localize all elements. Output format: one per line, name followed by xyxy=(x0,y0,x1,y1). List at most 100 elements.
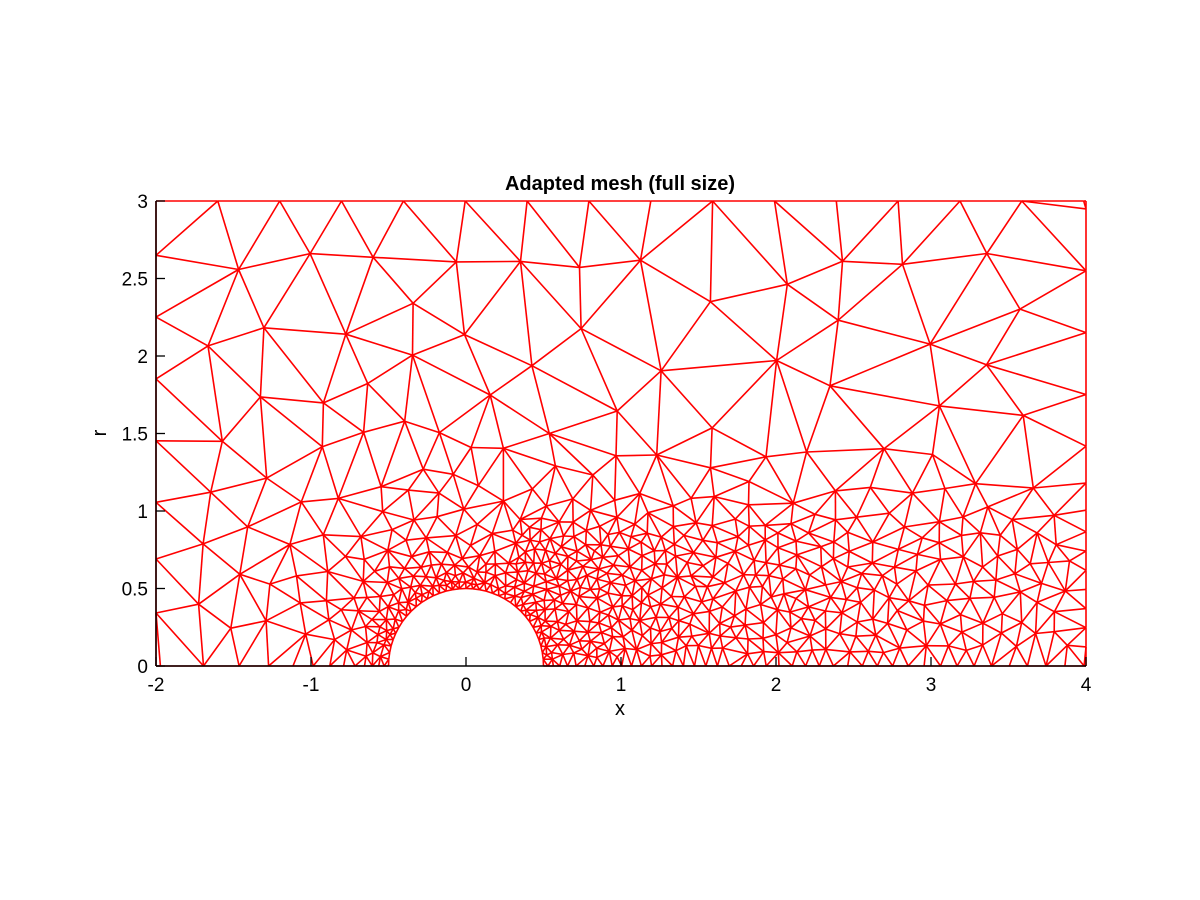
mesh-edge xyxy=(1067,644,1087,648)
mesh-edge xyxy=(387,549,412,558)
mesh-edge xyxy=(940,623,963,633)
mesh-edge xyxy=(647,511,674,528)
mesh-edge xyxy=(230,628,240,667)
mesh-edge xyxy=(494,551,497,565)
mesh-edge xyxy=(888,596,909,602)
mesh-edge xyxy=(210,491,249,528)
mesh-edge xyxy=(360,536,365,560)
mesh-edge xyxy=(840,566,849,582)
mesh-edge xyxy=(309,253,347,335)
mesh-edge xyxy=(710,283,788,303)
mesh-edge xyxy=(515,542,526,553)
mesh-edge xyxy=(548,432,594,476)
mesh-edge xyxy=(777,523,792,534)
mesh-edge xyxy=(398,621,404,628)
mesh-edge xyxy=(543,589,548,601)
mesh-edge xyxy=(701,598,714,603)
mesh-edge xyxy=(362,570,376,582)
mesh-edge xyxy=(711,525,719,543)
mesh-edge xyxy=(202,627,232,667)
mesh-edge xyxy=(1021,200,1087,272)
mesh-edge xyxy=(1029,563,1043,584)
mesh-edge xyxy=(946,597,970,602)
mesh-edge xyxy=(940,556,964,561)
mesh-edge xyxy=(259,327,265,397)
mesh-edge xyxy=(578,587,582,597)
mesh-edge xyxy=(824,584,832,598)
mesh-edge xyxy=(553,599,563,605)
mesh-edge xyxy=(533,548,543,564)
mesh-edge xyxy=(505,592,516,597)
mesh-edge xyxy=(591,556,603,561)
mesh-edge xyxy=(786,260,843,286)
mesh-edge xyxy=(907,645,927,667)
mesh-edge xyxy=(403,355,414,422)
mesh-edge xyxy=(1036,514,1055,534)
mesh-edge xyxy=(522,593,534,606)
mesh-edge xyxy=(711,518,736,527)
mesh-edge xyxy=(635,635,644,650)
mesh-edge xyxy=(677,575,692,578)
mesh-edge xyxy=(563,638,570,646)
mesh-edge xyxy=(557,620,566,626)
mesh-edge xyxy=(612,555,619,566)
mesh-edge xyxy=(589,474,594,511)
mesh-edge xyxy=(631,586,643,597)
mesh-edge xyxy=(423,468,454,476)
mesh-edge xyxy=(987,506,1013,521)
mesh-edge xyxy=(1029,532,1038,564)
mesh-edge xyxy=(897,526,906,550)
mesh-edge xyxy=(380,651,391,658)
mesh-edge xyxy=(640,259,711,303)
mesh-edge xyxy=(873,575,884,591)
mesh-edge xyxy=(670,596,679,608)
mesh-edge xyxy=(439,431,472,449)
mesh-edge xyxy=(371,656,382,667)
mesh-edge xyxy=(479,555,487,565)
mesh-edge xyxy=(737,525,750,538)
mesh-edge xyxy=(458,581,467,590)
mesh-edge xyxy=(221,440,268,479)
mesh-edge xyxy=(672,526,676,545)
mesh-edge xyxy=(593,550,604,558)
mesh-edge xyxy=(579,259,641,269)
mesh-edge xyxy=(592,455,617,476)
mesh-edge xyxy=(867,634,877,652)
mesh-edge xyxy=(806,447,885,453)
mesh-edge xyxy=(886,610,898,624)
mesh-edge xyxy=(686,552,695,563)
mesh-edge xyxy=(825,628,840,635)
mesh-edge xyxy=(558,586,562,596)
mesh-edge xyxy=(649,616,657,629)
mesh-edge xyxy=(790,522,809,534)
mesh-edge xyxy=(639,260,662,371)
mesh-edge xyxy=(569,590,578,605)
mesh-edge xyxy=(869,486,890,514)
mesh-edge xyxy=(598,622,612,629)
mesh-edge xyxy=(498,592,506,597)
mesh-edge xyxy=(538,631,543,640)
mesh-edge xyxy=(598,614,610,624)
mesh-edge xyxy=(344,555,364,582)
mesh-edge xyxy=(639,492,674,507)
mesh-edge xyxy=(453,565,457,576)
mesh-edge xyxy=(773,200,844,262)
mesh-edge xyxy=(947,631,963,647)
mesh-edge xyxy=(848,541,874,553)
mesh-edge xyxy=(1056,543,1087,552)
mesh-edge xyxy=(237,200,281,270)
mesh-edge xyxy=(543,600,546,610)
mesh-edge xyxy=(447,551,463,560)
mesh-edge xyxy=(1048,560,1070,564)
mesh-edge xyxy=(748,456,767,482)
mesh-edge xyxy=(612,605,623,608)
mesh-edge xyxy=(903,492,914,528)
mesh-edge xyxy=(155,501,204,545)
mesh-edge xyxy=(747,638,765,653)
mesh-edge xyxy=(833,519,837,543)
mesh-edge xyxy=(938,521,962,537)
mesh-edge xyxy=(387,539,407,552)
mesh-edge xyxy=(155,440,223,443)
mesh-edge xyxy=(382,510,415,521)
mesh-edge xyxy=(432,577,437,587)
